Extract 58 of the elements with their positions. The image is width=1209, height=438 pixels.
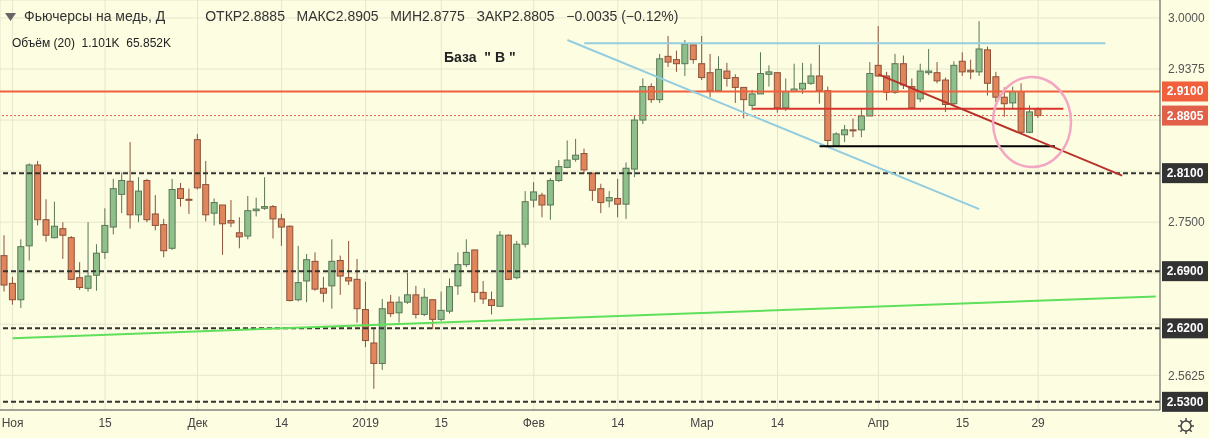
text: Фьючерсы на медь, Д xyxy=(24,8,166,24)
y-tick-label: 2.7500 xyxy=(1168,215,1206,230)
candlestick xyxy=(420,287,428,317)
candlestick xyxy=(714,55,722,92)
text: ОТКР2.8885 МАКС2.8905 МИН2.8775 ЗАКР2.8805 −0.0035 (−0.12%) xyxy=(205,8,679,24)
candlestick xyxy=(185,188,193,215)
candlestick xyxy=(874,25,882,78)
y-tick-label: 2.5625 xyxy=(1168,368,1206,383)
y-tick-label: 3.0000 xyxy=(1168,11,1206,26)
x-tick-label: 29 xyxy=(1031,415,1046,430)
x-tick-label: 15 xyxy=(955,415,970,430)
candlestick xyxy=(538,192,546,218)
candlestick xyxy=(387,294,395,318)
x-tick-label: 14 xyxy=(770,415,785,430)
x-tick-label: Фев xyxy=(522,415,545,430)
x-tick-label: 14 xyxy=(274,415,289,430)
ref-line-label: 2.6200 xyxy=(1166,321,1204,336)
candlestick xyxy=(210,197,218,226)
candlestick xyxy=(580,148,588,175)
x-tick-label: 15 xyxy=(434,415,449,430)
candlestick xyxy=(899,55,907,90)
x-tick-label: Ноя xyxy=(1,415,24,430)
candlestick xyxy=(294,245,302,302)
candlestick xyxy=(849,117,857,138)
candlestick xyxy=(689,44,697,65)
x-tick-label: Мар xyxy=(690,415,714,430)
x-tick-label: 14 xyxy=(611,415,625,430)
candlestick xyxy=(370,327,378,390)
candlestick xyxy=(429,299,437,330)
candlestick xyxy=(59,221,67,260)
x-tick-label: 2019 xyxy=(352,415,380,430)
candlestick xyxy=(412,285,420,320)
candlestick xyxy=(50,201,58,239)
candlestick xyxy=(235,216,243,249)
x-tick-label: Дек xyxy=(187,415,209,430)
candlestick xyxy=(530,181,538,208)
candlestick xyxy=(614,178,622,218)
candlestick xyxy=(975,20,983,77)
candlestick xyxy=(177,182,185,208)
x-tick-label: Апр xyxy=(867,415,890,430)
ref-line-label: 2.8100 xyxy=(1166,166,1204,181)
candlestick xyxy=(1026,104,1034,134)
candlestick xyxy=(815,44,823,105)
candlestick xyxy=(303,253,311,303)
y-tick-label: 2.9375 xyxy=(1168,62,1206,77)
ref-line-label: 2.5300 xyxy=(1166,394,1204,409)
candlestick xyxy=(1009,86,1017,110)
ref-line-label: 2.9100 xyxy=(1166,84,1204,99)
ref-line-label: 2.6900 xyxy=(1166,264,1204,279)
annotation: База " В " xyxy=(444,49,516,65)
candlestick xyxy=(782,77,790,112)
annotation: Объём (20) 1.101K 65.852K xyxy=(12,36,171,50)
candlestick xyxy=(134,176,142,223)
candlestick xyxy=(681,39,689,77)
ref-line-label: 2.8805 xyxy=(1166,108,1204,123)
x-tick-label: 15 xyxy=(98,415,113,430)
candlestick xyxy=(1000,86,1008,118)
candlestick xyxy=(336,255,344,296)
